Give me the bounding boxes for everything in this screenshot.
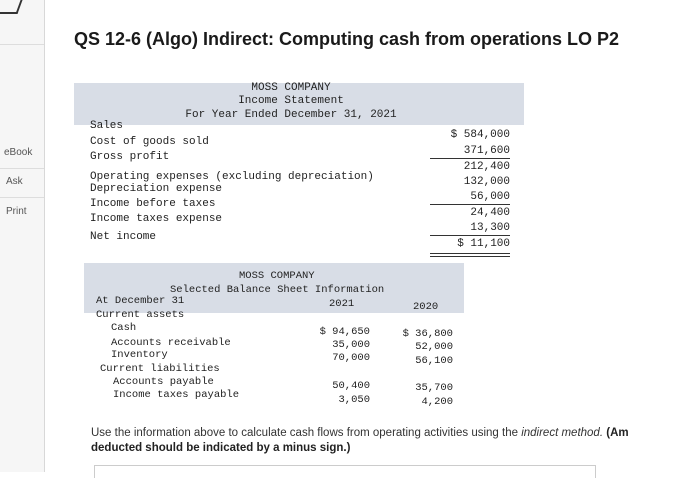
is-row-amount: 371,600 [463, 145, 510, 157]
bs-value-2021: 3,050 [338, 394, 370, 406]
double-underline [430, 256, 510, 257]
balance-sheet-header [84, 263, 464, 313]
bs-year-2021: 2021 [329, 298, 355, 310]
is-row-amount: 24,400 [470, 207, 510, 219]
bs-value-2021: 70,000 [332, 352, 370, 364]
bs-company-name: MOSS COMPANY [239, 270, 315, 282]
bs-row-label: Cash [111, 322, 137, 334]
instruction-bold-tail: (Am [606, 427, 629, 439]
is-row-amount: 132,000 [463, 176, 510, 188]
double-underline [430, 253, 510, 254]
instruction-text: Use the information above to calculate c… [91, 427, 522, 439]
sidebar-divider [0, 197, 44, 198]
bs-value-2021: 50,400 [332, 380, 370, 392]
bs-year-2020: 2020 [413, 301, 439, 313]
is-period: For Year Ended December 31, 2021 [185, 109, 397, 121]
question-title: QS 12-6 (Algo) Indirect: Computing cash … [74, 29, 620, 49]
sidebar-divider [0, 44, 44, 45]
bs-row-label: Current assets [96, 309, 185, 321]
is-company-name: MOSS COMPANY [251, 82, 331, 94]
left-sidebar: eBook Ask Print [0, 0, 45, 472]
is-row-label: Income before taxes [90, 198, 216, 210]
underline [430, 204, 510, 205]
bs-value-2020: 4,200 [421, 396, 453, 408]
bs-value-2020: $ 36,800 [402, 328, 453, 340]
bs-value-2020: 35,700 [415, 382, 453, 394]
underline [430, 158, 510, 159]
instruction-bold-line2: deducted should be indicated by a minus … [91, 442, 351, 454]
bs-row-label: Inventory [111, 349, 168, 361]
bs-value-2021: $ 94,650 [319, 326, 370, 338]
bs-row-label: Accounts receivable [111, 337, 231, 349]
is-row-amount: 56,000 [470, 191, 510, 203]
bs-row-label: Current liabilities [100, 363, 220, 375]
instruction-italic: indirect method. [521, 427, 604, 439]
bs-row-label: Income taxes payable [113, 389, 240, 401]
sidebar-item-ebook[interactable]: eBook [4, 147, 33, 158]
is-statement-name: Income Statement [238, 95, 344, 107]
is-row-amount: 13,300 [470, 222, 510, 234]
is-row-amount: $ 584,000 [450, 129, 510, 141]
bs-at-label: At December 31 [96, 295, 185, 307]
bs-row-label: Accounts payable [113, 376, 214, 388]
is-row-label: Gross profit [90, 151, 170, 163]
is-row-amount: $ 11,100 [457, 238, 510, 250]
bs-value-2021: 35,000 [332, 339, 370, 351]
bs-value-2020: 56,100 [415, 355, 453, 367]
corner-mark [0, 0, 23, 14]
bs-title: Selected Balance Sheet Information [170, 284, 385, 296]
sidebar-item-ask[interactable]: Ask [6, 176, 23, 187]
is-row-label: Depreciation expense [90, 183, 223, 195]
underline [430, 235, 510, 236]
is-row-label: Income taxes expense [90, 213, 223, 225]
is-row-label: Cost of goods sold [90, 136, 209, 148]
is-row-amount: 212,400 [463, 161, 510, 173]
instructions: Use the information above to calculate c… [91, 426, 700, 456]
is-row-label: Net income [90, 231, 157, 243]
sidebar-item-print[interactable]: Print [6, 206, 27, 217]
bs-value-2020: 52,000 [415, 341, 453, 353]
income-statement-header: MOSS COMPANY Income Statement For Year E… [74, 82, 524, 125]
is-row-label: Sales [90, 120, 124, 132]
is-row-label: Operating expenses (excluding depreciati… [90, 171, 374, 183]
sidebar-divider [0, 168, 44, 169]
